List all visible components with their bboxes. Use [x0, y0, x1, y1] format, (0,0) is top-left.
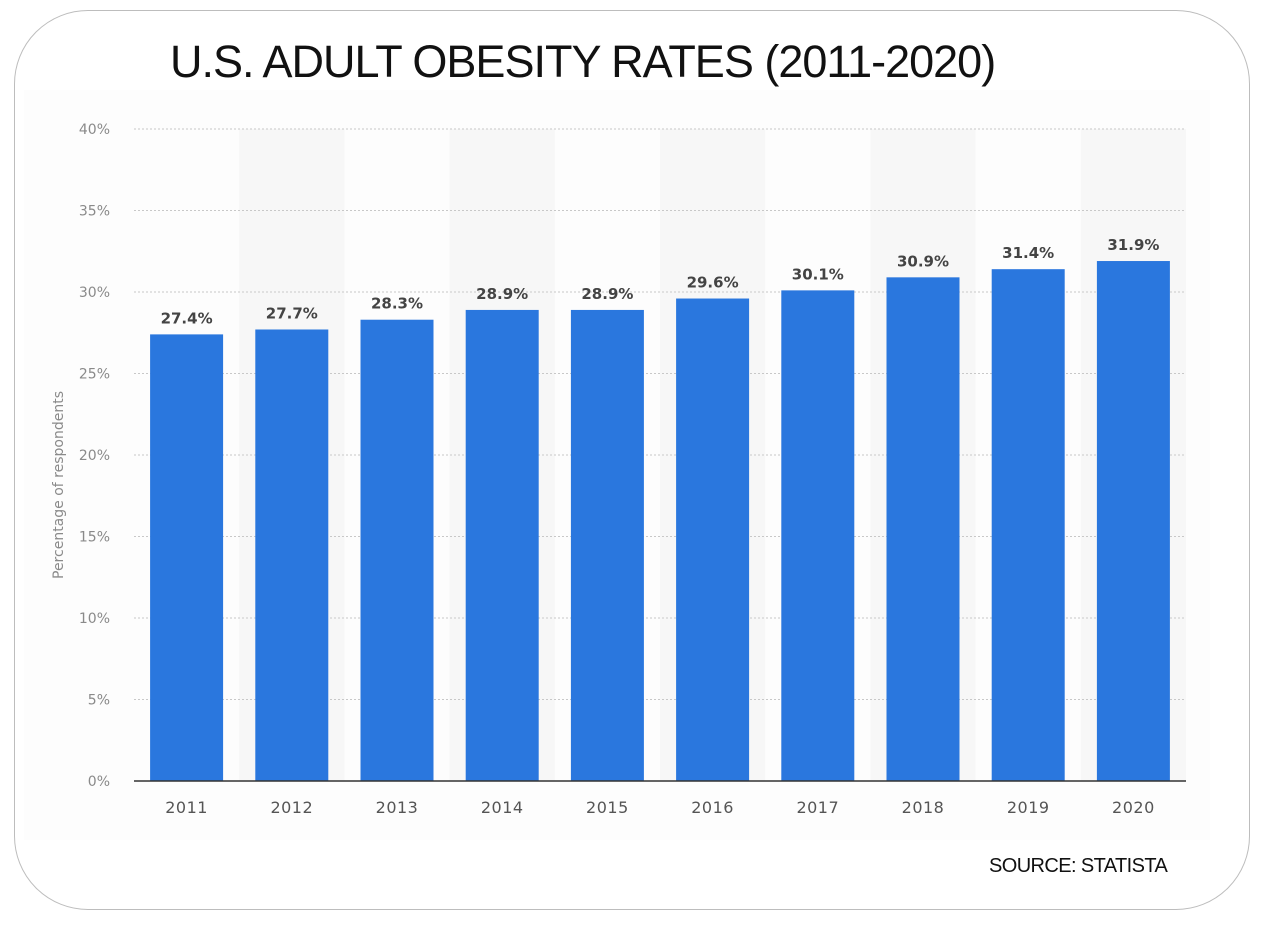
source-note: SOURCE: STATISTA — [989, 855, 1168, 877]
y-tick-label: 25% — [79, 367, 110, 383]
bar — [570, 309, 644, 781]
data-label: 28.9% — [581, 285, 633, 303]
x-tick-label: 2018 — [902, 798, 945, 817]
x-tick-label: 2012 — [270, 798, 313, 817]
x-tick-label: 2019 — [1007, 798, 1050, 817]
data-label: 30.9% — [897, 252, 949, 270]
bar — [676, 298, 750, 781]
data-label: 29.6% — [687, 274, 739, 292]
bar — [150, 334, 224, 781]
bar — [781, 290, 855, 781]
x-tick-label: 2013 — [376, 798, 419, 817]
bar — [360, 319, 434, 781]
data-label: 31.9% — [1107, 236, 1159, 254]
y-tick-label: 5% — [88, 693, 110, 709]
y-tick-label: 15% — [79, 530, 110, 546]
bar — [991, 269, 1065, 781]
data-label: 27.7% — [266, 304, 318, 322]
data-label: 27.4% — [161, 309, 213, 327]
x-tick-label: 2014 — [481, 798, 524, 817]
bar — [1096, 261, 1170, 781]
data-label: 28.3% — [371, 295, 423, 313]
x-tick-label: 2015 — [586, 798, 629, 817]
y-axis-label: Percentage of respondents — [51, 391, 67, 579]
data-label: 31.4% — [1002, 244, 1054, 262]
y-tick-label: 35% — [79, 204, 110, 220]
page-title: U.S. ADULT OBESITY RATES (2011-2020) — [170, 36, 996, 87]
y-tick-label: 0% — [88, 774, 110, 790]
bar — [886, 277, 960, 781]
x-tick-label: 2011 — [165, 798, 208, 817]
y-tick-label: 20% — [79, 448, 110, 464]
bar — [255, 329, 329, 781]
y-tick-label: 40% — [79, 122, 110, 138]
x-tick-label: 2016 — [691, 798, 734, 817]
x-tick-label: 2020 — [1112, 798, 1155, 817]
data-label: 30.1% — [792, 265, 844, 283]
x-tick-label: 2017 — [796, 798, 839, 817]
y-tick-label: 30% — [79, 285, 110, 301]
bar — [465, 309, 539, 781]
y-tick-label: 10% — [79, 611, 110, 627]
data-label: 28.9% — [476, 285, 528, 303]
